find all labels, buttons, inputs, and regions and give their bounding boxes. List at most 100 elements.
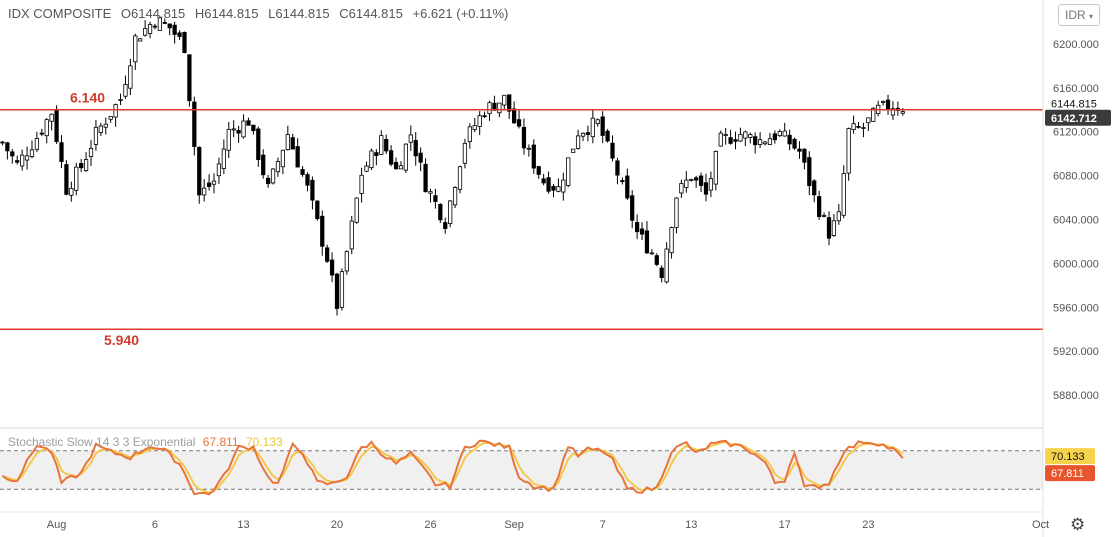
candle bbox=[457, 165, 463, 194]
candle-body bbox=[108, 116, 113, 120]
candle bbox=[817, 190, 822, 220]
candle-body bbox=[590, 117, 595, 138]
candle-body bbox=[384, 139, 389, 152]
candle-body bbox=[782, 130, 787, 137]
candle-body bbox=[649, 252, 654, 255]
candle-body bbox=[615, 160, 620, 176]
candle-body bbox=[413, 139, 418, 157]
candle bbox=[679, 179, 684, 198]
candle-body bbox=[580, 132, 586, 137]
candle bbox=[787, 129, 792, 151]
candle-body bbox=[305, 174, 310, 186]
candle-body bbox=[851, 123, 856, 131]
candle-body bbox=[536, 166, 541, 175]
candle-body bbox=[708, 178, 714, 191]
candle bbox=[354, 197, 359, 224]
time-axis[interactable]: Aug 6 13 20 26 Sep 7 13 17 23 Oct bbox=[47, 519, 1049, 531]
candle bbox=[339, 268, 345, 311]
candle-body bbox=[374, 152, 379, 157]
candle bbox=[541, 173, 546, 186]
currency-label: IDR bbox=[1064, 8, 1086, 22]
candle bbox=[172, 21, 177, 44]
candle-body bbox=[221, 148, 226, 169]
candle bbox=[280, 149, 286, 175]
candle-body bbox=[280, 149, 286, 168]
candle-body bbox=[290, 137, 295, 150]
candle-body bbox=[167, 23, 172, 29]
candle-body bbox=[634, 222, 640, 233]
candle bbox=[866, 117, 871, 131]
candle bbox=[792, 137, 797, 150]
candle-body bbox=[29, 149, 35, 157]
currency-selector[interactable]: IDR ▾ bbox=[1058, 4, 1100, 26]
stochastic-k-line bbox=[1, 439, 904, 496]
candle bbox=[728, 129, 733, 145]
candle-body bbox=[733, 139, 738, 142]
gear-icon[interactable]: ⚙ bbox=[1070, 515, 1086, 534]
last-price-tag bbox=[1045, 95, 1111, 112]
candle-body bbox=[767, 138, 773, 145]
candle-body bbox=[226, 128, 231, 151]
candle bbox=[83, 152, 89, 172]
candle bbox=[807, 151, 812, 196]
candle bbox=[320, 210, 325, 256]
candle bbox=[561, 172, 566, 201]
candle bbox=[413, 132, 418, 166]
candle-body bbox=[625, 175, 630, 199]
ohlc-legend: IDX COMPOSITE O6144.815 H6144.815 L6144.… bbox=[8, 6, 514, 21]
stochastic-d-tag-label: 70.133 bbox=[1051, 451, 1085, 463]
candle bbox=[211, 173, 217, 194]
candle bbox=[74, 162, 79, 196]
candle-body bbox=[359, 174, 364, 194]
candle-body bbox=[762, 141, 768, 145]
candle bbox=[44, 118, 49, 144]
candle bbox=[507, 94, 512, 119]
time-tick-label: 6 bbox=[152, 519, 158, 531]
candle-body bbox=[728, 137, 733, 144]
candle bbox=[600, 111, 605, 144]
candle-body bbox=[890, 108, 896, 116]
price-axis[interactable]: 6200.000 6160.000 6120.000 6080.000 6040.000… bbox=[1042, 0, 1111, 537]
candle bbox=[59, 135, 64, 169]
candle-body bbox=[802, 148, 807, 163]
candle-body bbox=[880, 100, 886, 103]
candle bbox=[15, 155, 20, 165]
candle bbox=[379, 130, 384, 155]
candle-body bbox=[546, 177, 551, 192]
candle-body bbox=[610, 142, 615, 159]
candle-body bbox=[669, 227, 674, 254]
candle-body bbox=[251, 124, 256, 132]
candle-body bbox=[418, 152, 423, 163]
candle-body bbox=[639, 228, 645, 235]
candle bbox=[113, 103, 118, 127]
candle bbox=[270, 168, 276, 185]
candle-body bbox=[192, 101, 197, 147]
stoch-pane[interactable] bbox=[0, 427, 1043, 513]
candle bbox=[694, 175, 699, 188]
change-value: +6.621 (+0.11%) bbox=[412, 6, 509, 21]
candle bbox=[605, 128, 610, 143]
candle bbox=[566, 157, 571, 188]
candle bbox=[398, 161, 404, 170]
candle-body bbox=[571, 148, 576, 153]
stochastic-k-tag bbox=[1045, 465, 1095, 482]
price-pane[interactable]: 6.140 5.940 bbox=[0, 16, 1043, 348]
candle-body bbox=[133, 35, 138, 63]
candle-body bbox=[689, 179, 694, 181]
candle-body bbox=[398, 165, 404, 170]
candle bbox=[192, 96, 197, 156]
candle bbox=[5, 141, 10, 160]
stochastic-d-value: 70.133 bbox=[245, 435, 283, 449]
candle-body bbox=[457, 166, 463, 190]
candle-body bbox=[320, 215, 325, 247]
candle bbox=[408, 125, 413, 151]
candle-body bbox=[748, 134, 753, 138]
price-tick-label: 6000.000 bbox=[1053, 258, 1099, 270]
candle bbox=[152, 23, 158, 30]
candle-body bbox=[561, 179, 566, 193]
candle-body bbox=[846, 128, 851, 174]
candle bbox=[797, 141, 802, 159]
chevron-down-icon: ▾ bbox=[1089, 12, 1094, 21]
candle bbox=[428, 188, 433, 203]
price-tick-label: 6080.000 bbox=[1053, 171, 1099, 183]
